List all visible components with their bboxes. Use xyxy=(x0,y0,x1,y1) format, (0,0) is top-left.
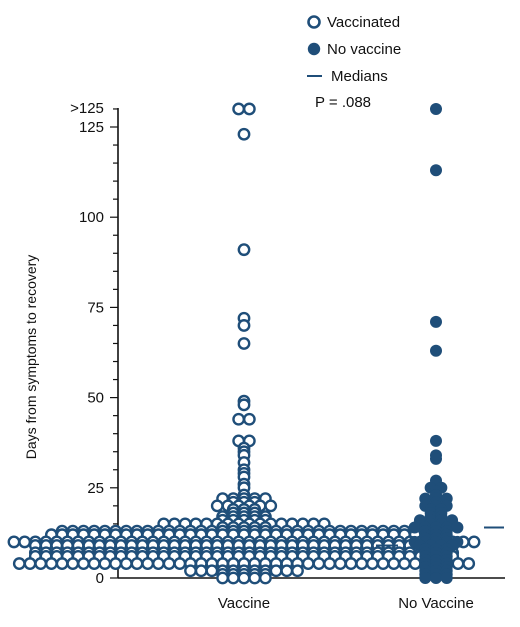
vaccinated-point xyxy=(23,557,37,570)
vaccinated-point xyxy=(237,337,251,350)
legend-median-label: Medians xyxy=(331,68,388,85)
no-vaccine-point xyxy=(430,572,442,584)
no-vaccine-point xyxy=(430,344,442,357)
vaccinated-point xyxy=(467,535,481,549)
vaccinated-point xyxy=(264,499,278,513)
legend-no-vaccine-label: No vaccine xyxy=(327,41,401,58)
no-vaccine-point xyxy=(430,452,442,465)
y-tick-label: 75 xyxy=(87,299,104,316)
vaccinated-point xyxy=(258,571,272,585)
x-category-label-vaccine: Vaccine xyxy=(218,595,270,612)
vaccinated-point xyxy=(398,557,411,570)
vaccinated-point xyxy=(242,102,256,116)
vaccinated-point xyxy=(451,557,465,570)
no-vaccine-point xyxy=(440,572,453,584)
vaccinated-point xyxy=(232,412,246,426)
no-vaccine-point xyxy=(430,102,442,115)
vaccinated-point xyxy=(18,535,32,549)
vaccinated-point xyxy=(66,557,80,570)
y-tick-label: 0 xyxy=(96,570,104,587)
y-axis-label: Days from symptoms to recovery xyxy=(23,255,39,460)
vaccinated-point xyxy=(232,102,246,116)
vaccinated-point xyxy=(242,412,256,426)
vaccinated-point xyxy=(237,571,251,585)
vaccinated-point xyxy=(151,557,165,570)
vaccinated-point xyxy=(226,571,240,585)
vaccinated-point xyxy=(77,557,90,570)
no-vaccine-point xyxy=(451,521,464,534)
vaccinated-point xyxy=(301,557,315,570)
legend: Vaccinated No vaccine Medians xyxy=(307,14,401,85)
vaccinated-point xyxy=(119,557,133,570)
vaccinated-point xyxy=(45,557,58,570)
no-vaccine-point xyxy=(408,521,421,534)
no-vaccine-point xyxy=(419,572,432,584)
vaccinated-point xyxy=(323,557,336,570)
vaccinated-point xyxy=(173,557,187,570)
vaccinated-point xyxy=(248,571,262,585)
vaccinated-point xyxy=(7,535,21,549)
axes: 0 25 50 75 100 125 >125 Days from symptoms to… xyxy=(23,100,505,612)
vaccinated-point xyxy=(237,398,251,412)
vaccinated-point xyxy=(55,557,69,570)
vaccinated-point xyxy=(194,564,208,578)
vaccinated-point xyxy=(237,319,251,332)
vaccinated-point xyxy=(291,564,304,578)
data-points xyxy=(7,102,481,585)
vaccinated-point xyxy=(237,127,251,141)
vaccinated-point xyxy=(344,557,358,570)
y-tick-label: 50 xyxy=(87,390,104,407)
vaccinated-point xyxy=(12,557,26,570)
y-top-label: >125 xyxy=(70,100,104,117)
vaccinated-point xyxy=(280,564,294,578)
vaccinated-point xyxy=(141,557,155,570)
no-vaccine-point xyxy=(430,164,442,177)
vaccinated-point xyxy=(237,243,251,257)
x-category-label-no-vaccine: No Vaccine xyxy=(398,595,474,612)
vaccinated-point xyxy=(210,499,224,513)
vaccinated-point xyxy=(87,557,101,570)
vaccinated-point xyxy=(387,557,401,570)
vaccinated-point xyxy=(109,557,123,570)
no-vaccine-point xyxy=(430,434,442,447)
legend-no-vaccine-marker xyxy=(307,42,321,56)
vaccinated-point xyxy=(269,564,283,578)
vaccinated-point xyxy=(462,557,476,570)
y-tick-label: 125 xyxy=(79,119,104,136)
median-lines xyxy=(376,526,504,547)
vaccinated-point xyxy=(312,557,326,570)
vaccinated-point xyxy=(34,557,48,570)
y-tick-label: 25 xyxy=(87,480,104,497)
vaccinated-point xyxy=(333,557,347,570)
p-value-annotation: P = .088 xyxy=(315,94,371,111)
legend-vaccinated-label: Vaccinated xyxy=(327,14,400,31)
vaccinated-point xyxy=(130,557,144,570)
y-tick-labels: 0 25 50 75 100 125 xyxy=(79,119,104,587)
vaccinated-point xyxy=(408,557,422,570)
vaccinated-point xyxy=(205,564,219,578)
y-tick-label: 100 xyxy=(79,209,104,226)
no-vaccine-point xyxy=(430,315,442,328)
vaccinated-point xyxy=(216,571,230,585)
vaccinated-point xyxy=(355,557,369,570)
vaccinated-point xyxy=(162,557,176,570)
vaccinated-point xyxy=(184,564,197,578)
legend-vaccinated-marker xyxy=(307,15,321,29)
vaccinated-point xyxy=(365,557,379,570)
vaccinated-point xyxy=(98,557,112,570)
vaccinated-point xyxy=(376,557,390,570)
y-ticks xyxy=(110,108,118,579)
